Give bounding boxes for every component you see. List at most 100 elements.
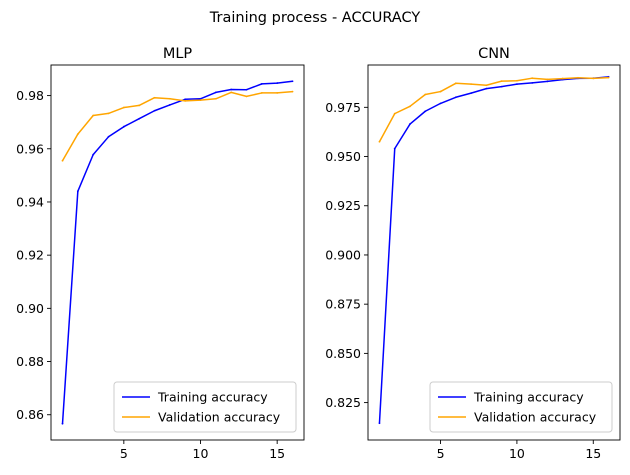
- mlp-series-line-1: [61, 90, 293, 162]
- cnn-data-point: [409, 123, 411, 125]
- mlp-data-point: [61, 422, 64, 425]
- cnn-legend-label: Validation accuracy: [474, 410, 597, 425]
- mlp-data-point: [153, 96, 156, 99]
- cnn-data-point: [546, 80, 549, 83]
- cnn-data-point: [531, 77, 534, 80]
- mlp-y-tick-label: 0.92: [16, 248, 44, 263]
- cnn-y-tick-label: 0.975: [325, 100, 361, 115]
- cnn-data-point: [470, 83, 472, 85]
- mlp-data-point: [199, 99, 202, 102]
- mlp-y-tick-label: 0.88: [16, 354, 44, 369]
- cnn-panel: CNN 5 10 15 0.825 0.850 0.875 0.900 0.925 0.950 0…: [325, 46, 621, 461]
- mlp-legend-box: [113, 381, 297, 433]
- cnn-data-point: [516, 79, 518, 82]
- cnn-data-point: [470, 92, 472, 95]
- cnn-x-tick-label: 5: [437, 446, 445, 461]
- mlp-x-tick-label: 15: [269, 446, 285, 461]
- cnn-data-point: [439, 90, 442, 93]
- cnn-x-tick-label: 10: [509, 446, 525, 461]
- mlp-data-point: [138, 104, 141, 107]
- cnn-legend-label: Training accuracy: [473, 390, 584, 405]
- cnn-data-point: [531, 82, 534, 84]
- mlp-data-point: [245, 95, 248, 98]
- mlp-panel-title: MLP: [163, 46, 193, 62]
- mlp-data-point: [168, 97, 171, 100]
- cnn-data-point: [393, 147, 396, 150]
- mlp-y-tick-label: 0.86: [16, 407, 44, 422]
- cnn-data-point: [378, 140, 381, 143]
- cnn-data-point: [424, 93, 427, 96]
- cnn-data-point: [485, 84, 488, 87]
- cnn-data-point: [546, 78, 549, 81]
- cnn-y-tick-label: 0.875: [325, 297, 361, 312]
- mlp-data-point: [260, 82, 263, 85]
- mlp-data-point: [92, 153, 95, 156]
- mlp-data-point: [153, 109, 156, 112]
- mlp-data-point: [107, 135, 110, 138]
- mlp-y-tick-label: 0.96: [16, 141, 44, 156]
- cnn-data-point: [577, 76, 579, 79]
- cnn-x-tick-label: 15: [585, 446, 601, 461]
- mlp-data-point: [138, 117, 141, 120]
- cnn-data-point: [592, 77, 595, 80]
- mlp-data-point: [184, 98, 187, 101]
- mlp-data-point: [245, 88, 248, 91]
- mlp-data-point: [260, 92, 263, 94]
- cnn-data-point: [409, 105, 411, 108]
- cnn-series-line-0: [378, 76, 609, 424]
- mlp-data-point: [107, 112, 110, 115]
- mlp-data-point: [214, 97, 217, 100]
- cnn-series-line-1: [378, 76, 609, 143]
- cnn-data-point: [454, 82, 457, 85]
- cnn-y-tick-label: 0.850: [325, 346, 361, 361]
- cnn-y-tick-label: 0.925: [325, 198, 361, 213]
- mlp-legend-label: Validation accuracy: [158, 410, 281, 425]
- mlp-data-point: [168, 103, 171, 106]
- cnn-data-point: [561, 77, 564, 80]
- mlp-x-tick-label: 5: [120, 446, 128, 461]
- mlp-legend: Training accuracy Validation accuracy: [113, 381, 297, 433]
- mlp-data-point: [276, 92, 279, 94]
- cnn-y-tick-label: 0.825: [325, 395, 361, 410]
- mlp-data-point: [76, 190, 79, 193]
- cnn-data-point: [485, 87, 488, 90]
- cnn-data-point: [439, 102, 442, 105]
- mlp-data-point: [76, 133, 79, 136]
- mlp-data-point: [122, 125, 125, 128]
- figure-suptitle: Training process - ACCURACY: [209, 10, 421, 26]
- mlp-legend-label: Training accuracy: [157, 390, 268, 405]
- mlp-data-point: [291, 90, 294, 93]
- mlp-y-tick-label: 0.98: [16, 88, 44, 103]
- cnn-data-point: [500, 80, 503, 83]
- cnn-legend-box: [429, 381, 613, 433]
- cnn-legend: Training accuracy Validation accuracy: [429, 381, 613, 433]
- mlp-y-tick-label: 0.94: [16, 194, 44, 209]
- cnn-y-tick-label: 0.900: [325, 247, 361, 262]
- mlp-data-point: [291, 80, 294, 83]
- cnn-data-point: [607, 76, 610, 79]
- mlp-data-point: [122, 106, 125, 109]
- mlp-panel: MLP 5 10 15 0.86 0.88 0.90 0.92 0.94 0.96 0.98 Tra…: [16, 46, 305, 461]
- mlp-series-line-0: [61, 80, 293, 424]
- cnn-data-point: [393, 112, 396, 115]
- cnn-data-point: [516, 83, 518, 85]
- cnn-data-point: [424, 110, 427, 113]
- cnn-y-tick-label: 0.950: [325, 149, 361, 164]
- mlp-data-point: [214, 91, 217, 94]
- cnn-data-point: [500, 85, 503, 88]
- mlp-axes-frame: [50, 64, 305, 441]
- mlp-data-point: [230, 91, 233, 94]
- mlp-data-point: [230, 88, 233, 91]
- cnn-data-point: [454, 96, 457, 99]
- cnn-axes-frame: [367, 64, 621, 441]
- mlp-x-tick-label: 10: [193, 446, 209, 461]
- mlp-data-point: [61, 159, 64, 162]
- cnn-data-point: [378, 422, 381, 425]
- cnn-panel-title: CNN: [478, 46, 510, 62]
- mlp-data-point: [92, 114, 95, 117]
- mlp-data-point: [184, 100, 187, 102]
- mlp-y-tick-label: 0.90: [16, 301, 44, 316]
- mlp-data-point: [276, 82, 279, 84]
- mlp-data-point: [199, 97, 202, 100]
